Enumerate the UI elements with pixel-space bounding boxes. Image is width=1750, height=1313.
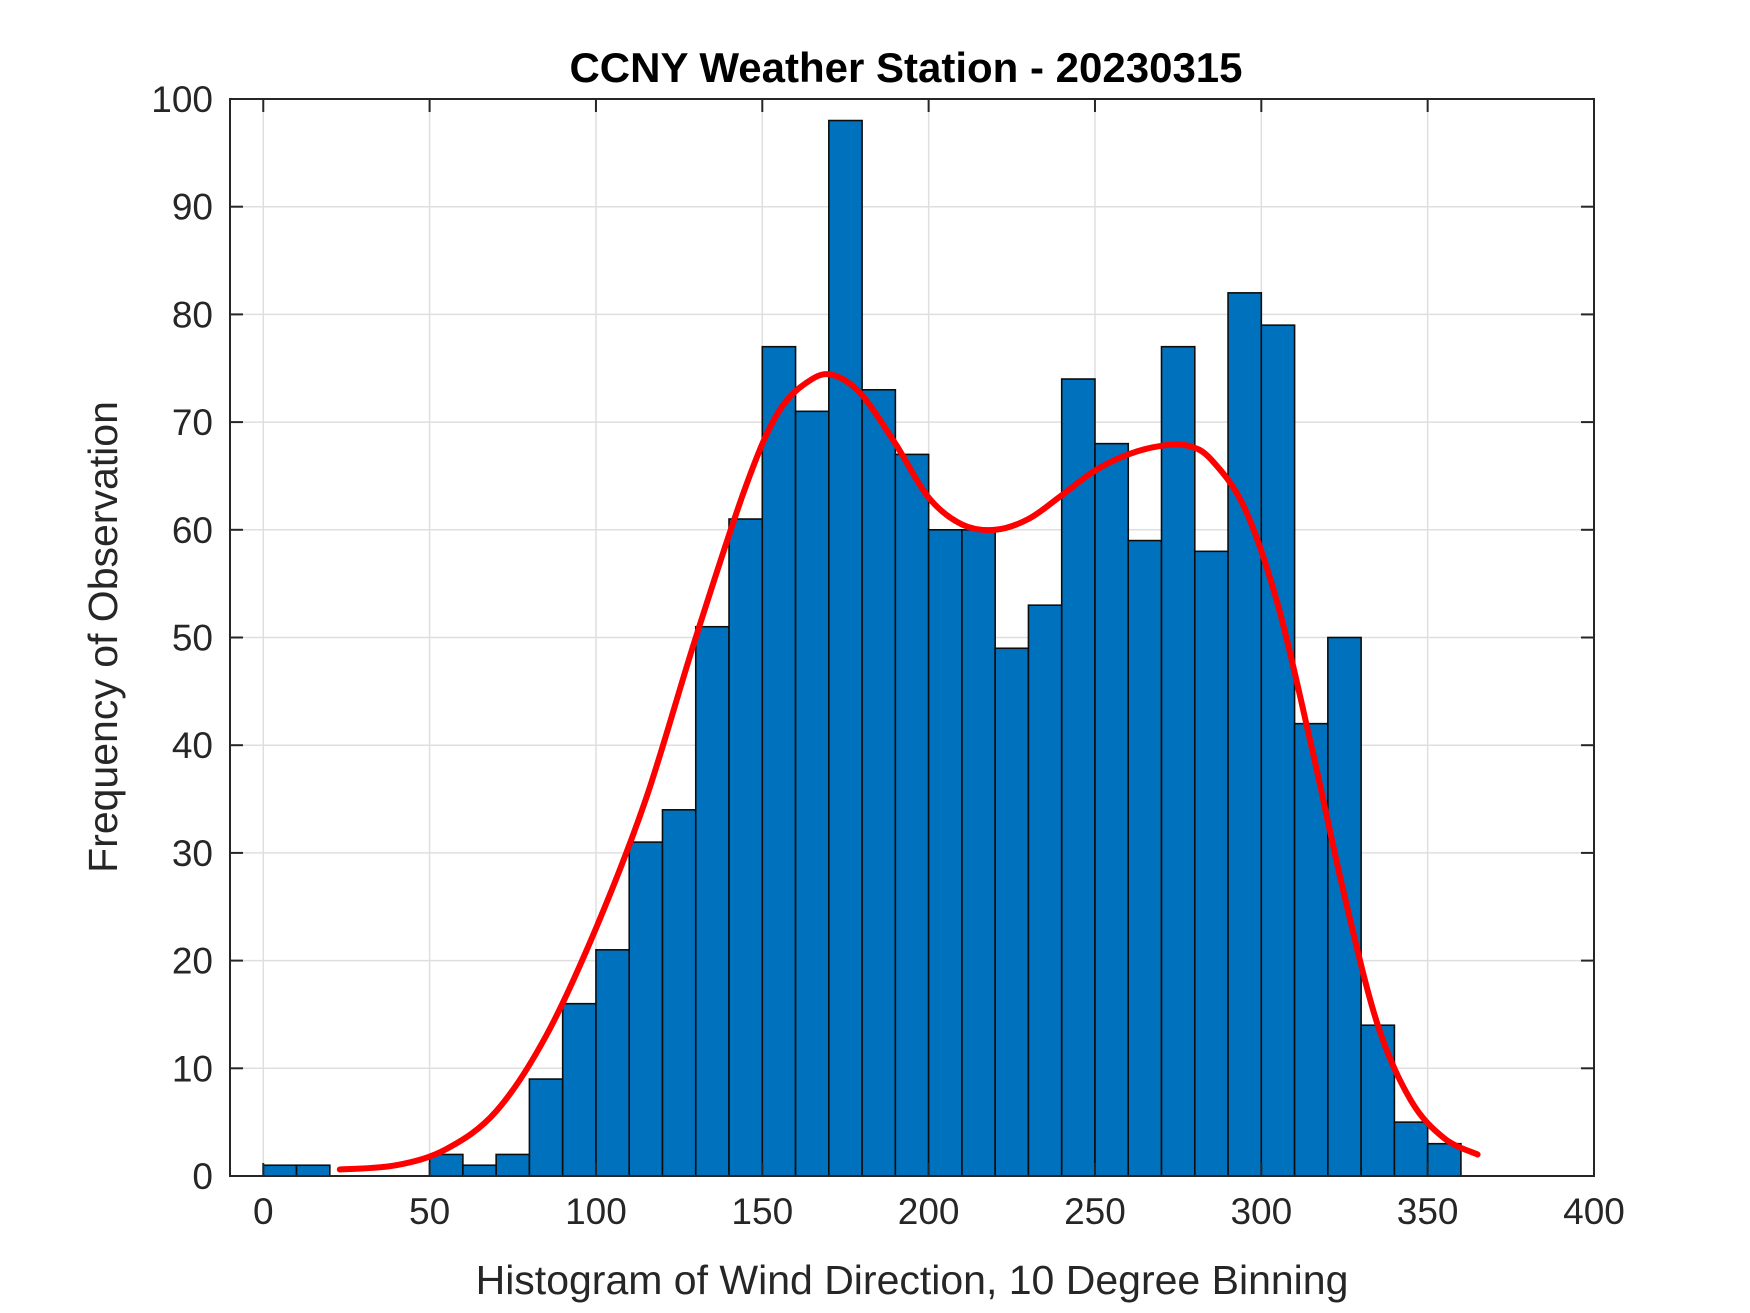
- y-tick-label: 10: [172, 1048, 213, 1089]
- y-tick-label: 100: [151, 79, 213, 120]
- histogram-bar: [1193, 550, 1229, 1177]
- histogram-bar: [894, 453, 930, 1177]
- x-tick-labels: 0 50 100 150 200 250 300 350 400: [253, 1191, 1625, 1232]
- histogram-bar: [1094, 442, 1130, 1177]
- histogram-bar: [462, 1164, 497, 1177]
- histogram-bar: [495, 1153, 531, 1177]
- histogram-bar: [828, 119, 863, 1177]
- y-tick-label: 90: [172, 187, 213, 228]
- histogram-bar: [1160, 345, 1196, 1177]
- x-tick-label: 400: [1563, 1191, 1625, 1232]
- histogram-bar: [1027, 604, 1063, 1177]
- y-tick-label: 80: [172, 294, 213, 335]
- x-tick-label: 150: [731, 1191, 793, 1232]
- chart-title: CCNY Weather Station - 20230315: [569, 44, 1242, 91]
- histogram-bar: [728, 518, 764, 1177]
- x-tick-label: 350: [1397, 1191, 1459, 1232]
- y-tick-labels: 0 10 20 30 40 50 60 70 80 90 100: [151, 79, 213, 1197]
- y-tick-label: 50: [172, 618, 213, 659]
- x-tick-label: 50: [409, 1191, 450, 1232]
- y-tick-label: 40: [172, 725, 213, 766]
- histogram-bars: [262, 119, 1462, 1177]
- axes-box: [229, 98, 1595, 1177]
- x-tick-label: 300: [1230, 1191, 1292, 1232]
- y-axis-label: Frequency of Observation: [80, 401, 126, 873]
- y-tick-label: 0: [192, 1156, 213, 1197]
- histogram-bar: [1060, 378, 1096, 1177]
- histogram-bar: [961, 528, 996, 1177]
- y-tick-label: 60: [172, 510, 213, 551]
- histogram-bar: [561, 1002, 597, 1177]
- x-tick-label: 0: [253, 1191, 274, 1232]
- histogram-bar: [1393, 1121, 1429, 1177]
- x-tick-label: 200: [898, 1191, 960, 1232]
- histogram-bar: [1127, 539, 1163, 1177]
- histogram-bar: [927, 528, 963, 1177]
- y-tick-label: 20: [172, 941, 213, 982]
- histogram-bar: [295, 1164, 331, 1177]
- histogram-bar: [262, 1164, 298, 1177]
- histogram-bar: [794, 410, 830, 1177]
- x-tick-label: 250: [1064, 1191, 1126, 1232]
- histogram-bar: [528, 1078, 564, 1177]
- y-tick-label: 30: [172, 833, 213, 874]
- y-tick-label: 70: [172, 402, 213, 443]
- histogram-bar: [1360, 1024, 1396, 1177]
- histogram-bar: [595, 949, 631, 1177]
- histogram-bar: [661, 809, 697, 1177]
- histogram-bar: [861, 388, 897, 1177]
- histogram-bar: [761, 345, 797, 1177]
- histogram-bar: [994, 647, 1030, 1177]
- fit-curve-line: [336, 371, 1481, 1173]
- histogram-bar: [1227, 292, 1263, 1177]
- histogram-bar: [694, 625, 730, 1177]
- x-tick-label: 100: [565, 1191, 627, 1232]
- x-axis-label: Histogram of Wind Direction, 10 Degree B…: [476, 1257, 1349, 1303]
- histogram-bar: [1260, 324, 1296, 1177]
- histogram-bar: [628, 841, 664, 1177]
